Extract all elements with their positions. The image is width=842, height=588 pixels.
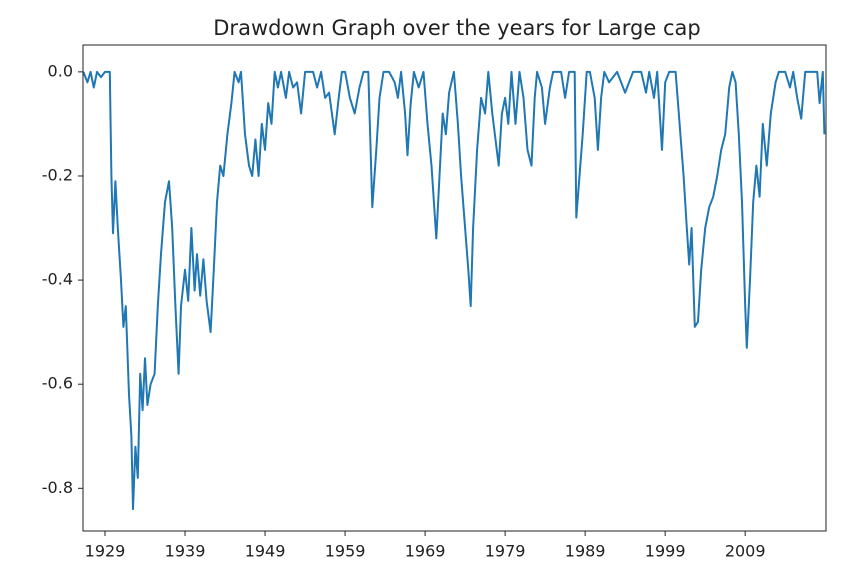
x-tick-label: 1969 (405, 542, 446, 561)
x-tick-label: 1949 (245, 542, 286, 561)
y-tick-label: 0.0 (48, 61, 73, 80)
x-tick-label: 1989 (565, 542, 606, 561)
x-tick-label: 1979 (485, 542, 526, 561)
x-tick-label: 1929 (85, 542, 126, 561)
y-tick-label: -0.8 (42, 478, 73, 497)
x-tick-label: 1939 (165, 542, 206, 561)
line (82, 70, 826, 511)
y-tick-label: -0.2 (42, 165, 73, 184)
x-tick-label: 1959 (325, 542, 366, 561)
chart-title: Drawdown Graph over the years for Large … (213, 16, 700, 40)
y-tick-label: -0.6 (42, 374, 73, 393)
y-tick-label: -0.4 (42, 270, 73, 289)
plot-frame (82, 44, 827, 532)
x-tick-label: 2009 (725, 542, 766, 561)
x-tick-label: 1999 (645, 542, 686, 561)
